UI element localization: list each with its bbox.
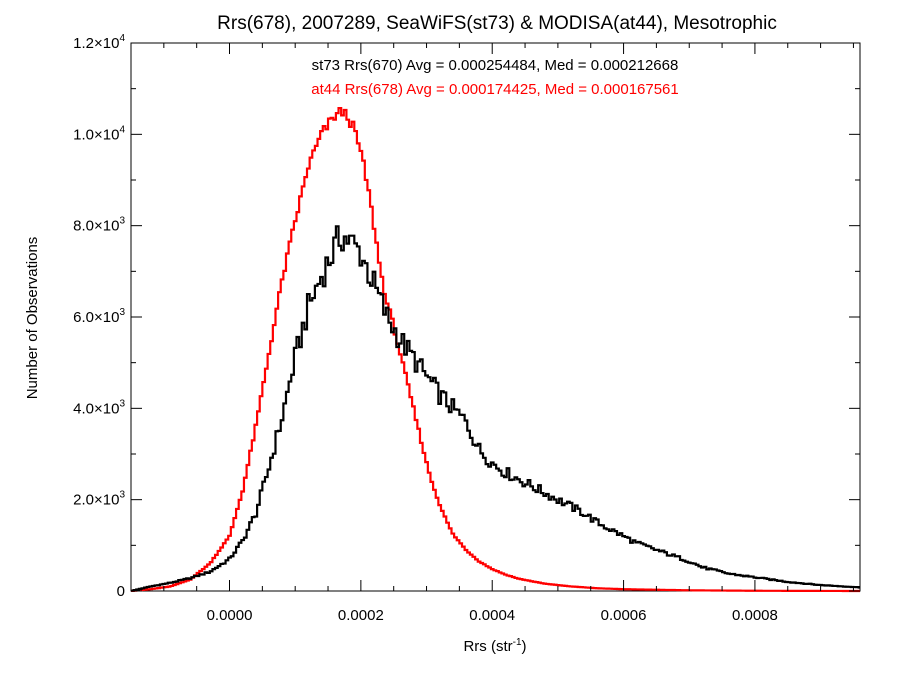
legend-entry-at44: at44 Rrs(678) Avg = 0.000174425, Med = 0… [311,81,679,98]
y-tick-label-exponent: 3 [119,307,125,318]
y-tick-label: 8.0×103 [73,216,125,235]
y-tick-label-mantissa: 6.0×10 [73,309,119,326]
x-axis-ticks: 0.0000 0.0002 0.0004 0.0006 0.0008 [163,43,854,624]
plot-frame [130,42,861,592]
x-axis-label-main: Rrs (str [463,638,512,655]
legend-entry-st73: st73 Rrs(670) Avg = 0.000254484, Med = 0… [312,57,679,74]
y-tick-label: 1.0×104 [73,124,125,143]
y-tick-label-exponent: 4 [119,124,125,135]
y-tick-label: 1.2×104 [73,33,125,52]
y-tick-label: 2.0×103 [73,490,125,509]
y-tick-label-mantissa: 0 [117,583,125,600]
y-tick-label-exponent: 3 [119,216,125,227]
y-axis-label: Number of Observations [24,237,41,400]
y-tick-label-mantissa: 8.0×10 [73,218,119,235]
y-tick-label-exponent: 3 [119,398,125,409]
series-st73-line [131,225,860,592]
y-tick-label: 0 [117,583,125,600]
x-tick-label: 0.0008 [732,607,778,624]
x-tick-label: 0.0006 [601,607,647,624]
y-tick-label: 4.0×103 [73,398,125,417]
y-axis-ticks: 02.0×1034.0×1036.0×1038.0×1031.0×1041.2×… [73,33,860,600]
x-tick-label: 0.0004 [469,607,515,624]
y-tick-label-mantissa: 2.0×10 [73,492,119,509]
y-tick-label-mantissa: 1.0×10 [73,126,119,143]
x-axis-label-end: ) [522,638,527,655]
y-tick-label-mantissa: 1.2×10 [73,35,119,52]
y-tick-label-exponent: 3 [119,490,125,501]
y-tick-label-exponent: 4 [119,33,125,44]
series-layer [131,106,860,593]
x-axis-label-superscript: -1 [513,637,522,648]
series-at44-line [131,106,860,593]
x-tick-label: 0.0000 [207,607,253,624]
x-tick-label: 0.0002 [338,607,384,624]
y-tick-label: 6.0×103 [73,307,125,326]
plot-area [130,42,861,592]
chart-title: Rrs(678), 2007289, SeaWiFS(st73) & MODIS… [217,13,777,34]
y-tick-label-mantissa: 4.0×10 [73,400,119,417]
x-axis-label: Rrs (str-1) [463,637,526,655]
